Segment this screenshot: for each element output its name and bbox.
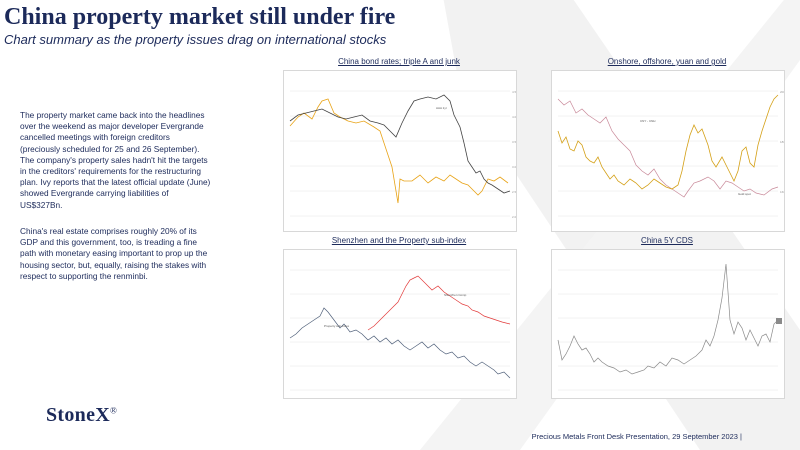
chart-cds-svg: [557, 263, 782, 391]
page-title: China property market still under fire: [4, 4, 396, 30]
svg-text:3.5: 3.5: [512, 140, 516, 144]
svg-text:4.5: 4.5: [512, 90, 516, 94]
chart-bond-rates: AAA 1yr 4.5 4.0 3.5 3.0 2.5 2.0: [283, 70, 517, 232]
chart-title-cds: China 5Y CDS: [641, 236, 693, 245]
chart-title-shenzhen: Shenzhen and the Property sub-index: [331, 236, 467, 245]
chart-title-bond-rates: China bond rates; triple A and junk: [338, 57, 460, 66]
svg-text:Shenzhen Comp: Shenzhen Comp: [444, 293, 467, 297]
svg-text:CNY - CNH: CNY - CNH: [640, 119, 655, 123]
chart-yuan-gold: CNY - CNH Gold spot 2000 1800 1600: [551, 70, 785, 232]
svg-text:1600: 1600: [780, 190, 784, 194]
stonex-logo: StoneX®: [46, 404, 118, 426]
chart-title-yuan-gold: Onshore, offshore, yuan and gold: [607, 57, 727, 66]
svg-text:AAA 1yr: AAA 1yr: [436, 106, 447, 110]
body-paragraph-1: The property market came back into the h…: [20, 110, 211, 210]
svg-text:4.0: 4.0: [512, 115, 516, 119]
svg-text:2000: 2000: [780, 90, 784, 94]
chart-shenzhen: Shenzhen Comp Property sub-index: [283, 249, 517, 399]
svg-text:Property sub-index: Property sub-index: [324, 324, 350, 328]
svg-text:1800: 1800: [780, 140, 784, 144]
chart-shenzhen-svg: Shenzhen Comp Property sub-index: [289, 269, 511, 391]
svg-text:Gold spot: Gold spot: [738, 192, 751, 196]
svg-text:3.0: 3.0: [512, 165, 516, 169]
chart-bond-rates-svg: AAA 1yr 4.5 4.0 3.5 3.0 2.5 2.0: [289, 90, 516, 219]
page-subtitle: Chart summary as the property issues dra…: [4, 32, 387, 47]
body-paragraph-2: China's real estate comprises roughly 20…: [20, 226, 208, 281]
chart-cds: [551, 249, 785, 399]
chart-yuan-gold-svg: CNY - CNH Gold spot 2000 1800 1600: [557, 90, 784, 217]
svg-text:2.5: 2.5: [512, 190, 516, 194]
svg-text:2.0: 2.0: [512, 215, 516, 219]
footer-text: Precious Metals Front Desk Presentation,…: [531, 432, 742, 441]
